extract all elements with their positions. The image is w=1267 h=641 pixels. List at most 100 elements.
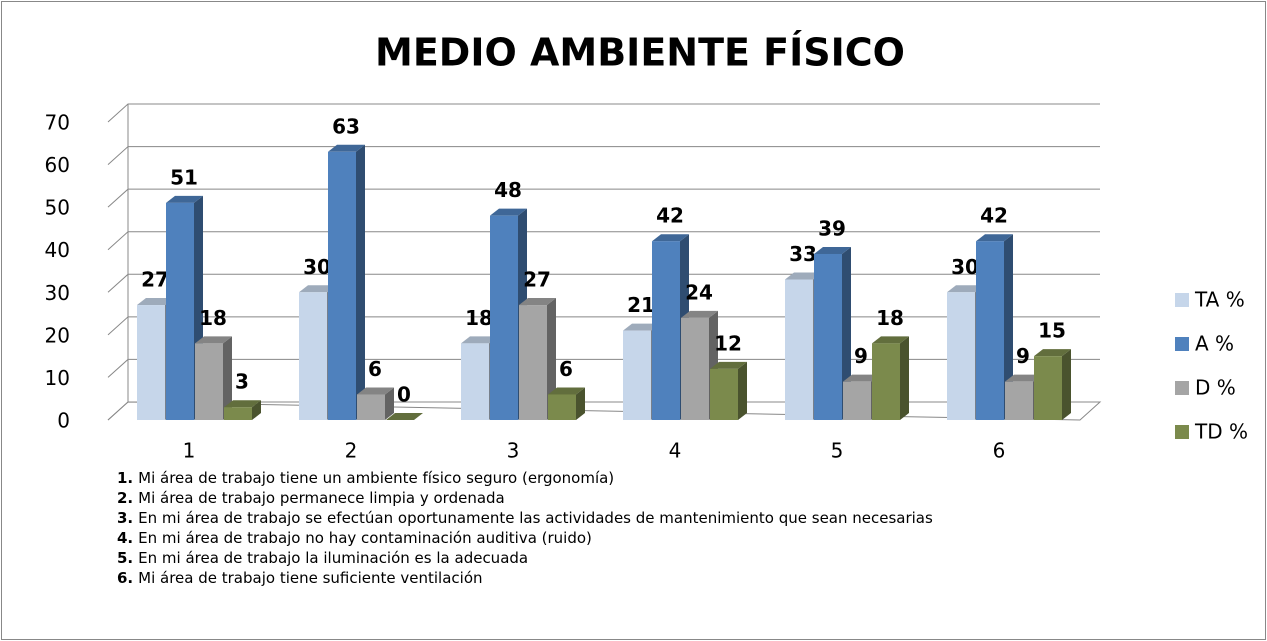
x-tick-label: 5 xyxy=(831,439,844,463)
data-label: 30 xyxy=(303,255,331,279)
data-label: 0 xyxy=(397,383,411,407)
data-label: 6 xyxy=(559,357,573,381)
bar-top xyxy=(843,374,880,382)
note-text: En mi área de trabajo no hay contaminaci… xyxy=(138,529,592,547)
bar xyxy=(166,202,194,420)
bar xyxy=(490,215,518,420)
x-tick-label: 4 xyxy=(669,439,682,463)
bar-top xyxy=(299,285,336,293)
y-tick-label: 60 xyxy=(45,153,70,177)
bar-top xyxy=(461,336,498,344)
grid-line xyxy=(107,273,1100,293)
bar-side xyxy=(842,246,851,420)
bar-top xyxy=(548,387,585,395)
legend-label: A % xyxy=(1195,332,1234,356)
bar-side xyxy=(1004,234,1013,420)
data-label: 18 xyxy=(199,306,227,330)
note: 2. Mi área de trabajo permanece limpia y … xyxy=(117,489,505,507)
x-tick-label: 3 xyxy=(507,439,520,463)
bar xyxy=(652,241,680,420)
bar xyxy=(357,394,385,420)
bar-side xyxy=(1062,349,1071,420)
note-number: 4. xyxy=(117,529,133,547)
bar-side xyxy=(900,336,909,420)
bar-top xyxy=(328,144,365,152)
bar xyxy=(710,368,738,420)
note-text: Mi área de trabajo tiene un ambiente fís… xyxy=(138,469,614,487)
bar-side xyxy=(547,298,556,420)
note: 4. En mi área de trabajo no hay contamina… xyxy=(117,529,592,547)
bar xyxy=(785,279,813,420)
grid-line xyxy=(107,358,1100,378)
data-label: 33 xyxy=(789,242,817,266)
bar-side xyxy=(576,387,585,420)
legend-swatch xyxy=(1175,337,1189,351)
bar-top xyxy=(490,208,527,216)
y-tick-label: 40 xyxy=(45,238,70,262)
note: 1. Mi área de trabajo tiene un ambiente f… xyxy=(117,469,614,487)
y-tick-label: 20 xyxy=(45,323,70,347)
bar-top xyxy=(785,272,822,280)
bar xyxy=(947,292,975,420)
data-label: 42 xyxy=(980,204,1008,228)
note-text: En mi área de trabajo la iluminación es … xyxy=(138,549,528,567)
bar-top xyxy=(357,387,394,395)
bar-top xyxy=(166,195,203,203)
data-label: 39 xyxy=(818,216,846,240)
data-label: 42 xyxy=(656,204,684,228)
bar xyxy=(681,317,709,420)
bar-top xyxy=(710,361,747,369)
data-label: 3 xyxy=(235,370,249,394)
y-tick-label: 0 xyxy=(57,409,70,433)
bar xyxy=(519,305,547,420)
y-tick-label: 10 xyxy=(45,366,70,390)
bar xyxy=(224,407,252,420)
note-number: 1. xyxy=(117,469,133,487)
grid-line xyxy=(107,146,1100,165)
data-label: 9 xyxy=(854,344,868,368)
note: 3. En mi área de trabajo se efectúan opor… xyxy=(117,509,933,527)
bar xyxy=(299,292,327,420)
data-label: 27 xyxy=(141,268,169,292)
data-label: 21 xyxy=(627,293,655,317)
y-tick-label: 30 xyxy=(45,281,70,305)
legend-label: D % xyxy=(1195,376,1236,400)
data-label: 51 xyxy=(170,165,198,189)
note-number: 3. xyxy=(117,509,133,527)
bar xyxy=(814,253,842,420)
x-tick-label: 2 xyxy=(345,439,358,463)
note-text: Mi área de trabajo tiene suficiente vent… xyxy=(138,569,482,587)
bar-top xyxy=(872,336,909,344)
bar xyxy=(843,381,871,420)
bar-side xyxy=(223,336,232,420)
data-label: 24 xyxy=(685,280,713,304)
bar-top xyxy=(814,246,851,254)
bar-top xyxy=(386,413,423,420)
bar xyxy=(1005,381,1033,420)
data-label: 12 xyxy=(714,331,742,355)
grid-line xyxy=(107,401,1100,421)
bar-top xyxy=(976,234,1013,242)
bar-top xyxy=(195,336,232,344)
grid-line xyxy=(107,103,1100,123)
data-label: 6 xyxy=(368,357,382,381)
bar-side xyxy=(252,400,261,420)
legend-swatch xyxy=(1175,381,1189,395)
data-label: 18 xyxy=(876,306,904,330)
bar-side xyxy=(738,361,747,420)
bar-top xyxy=(1034,349,1071,357)
grid-line xyxy=(107,231,1100,251)
bar-top xyxy=(623,323,660,331)
bar-top xyxy=(681,310,718,318)
data-label: 27 xyxy=(523,268,551,292)
note-number: 6. xyxy=(117,569,133,587)
bar xyxy=(872,343,900,420)
bar xyxy=(137,305,165,420)
bar-side xyxy=(385,387,394,420)
bar xyxy=(1034,356,1062,420)
bar-top xyxy=(947,285,984,293)
chart-title: MEDIO AMBIENTE FÍSICO xyxy=(375,31,905,75)
note: 6. Mi área de trabajo tiene suficiente ve… xyxy=(117,569,483,587)
note: 5. En mi área de trabajo la iluminación e… xyxy=(117,549,528,567)
